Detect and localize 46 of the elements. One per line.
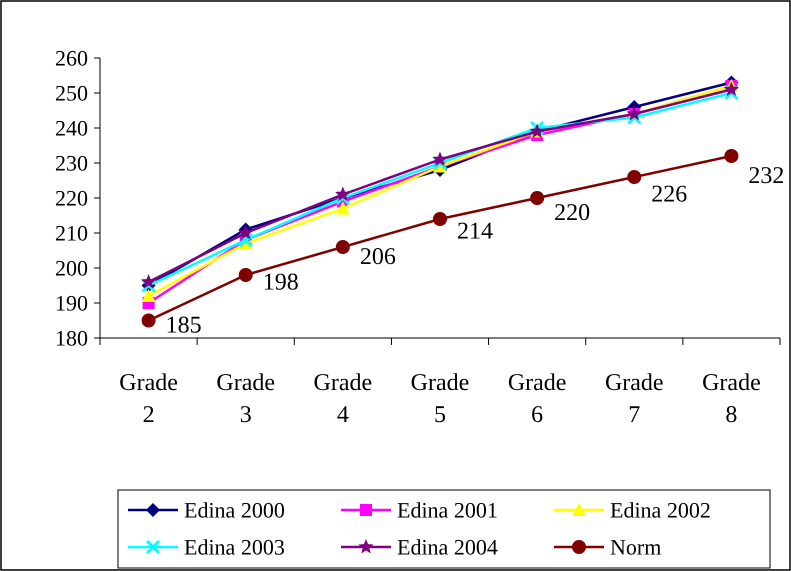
y-tick-label: 260 — [55, 46, 88, 71]
data-label: 214 — [457, 218, 493, 244]
data-label: 232 — [748, 163, 784, 189]
point — [336, 202, 350, 214]
x-tick-label: Grade 5 — [410, 370, 470, 428]
point — [140, 274, 156, 288]
point — [142, 314, 156, 328]
point — [336, 240, 350, 254]
y-tick-label: 200 — [55, 256, 88, 281]
y-tick-label: 230 — [55, 150, 88, 176]
y-tick-label: 240 — [55, 116, 88, 141]
point — [530, 120, 545, 136]
point — [724, 86, 739, 100]
data-label: 198 — [262, 270, 299, 296]
x-tick-label: Grade 2 — [119, 370, 178, 428]
point — [238, 225, 254, 240]
data-label: 226 — [651, 182, 688, 208]
point — [724, 149, 738, 163]
x-tick-label: Grade 3 — [216, 370, 276, 428]
point — [626, 110, 642, 125]
legend-label: Edina 2000 — [184, 498, 285, 523]
y-tick-label: 190 — [55, 290, 88, 316]
x-tick-label: Grade 4 — [314, 370, 372, 428]
point — [724, 82, 740, 96]
point — [433, 212, 447, 226]
legend-label: Edina 2001 — [397, 498, 498, 523]
y-tick-label: 180 — [55, 326, 88, 351]
legend-label: Edina 2002 — [610, 498, 711, 523]
legend-label: Norm — [610, 534, 662, 560]
point — [238, 268, 253, 282]
point — [335, 186, 350, 201]
x-tick-label: Grade 8 — [702, 370, 761, 428]
y-tick-label: 250 — [55, 80, 88, 106]
point — [627, 170, 642, 184]
data-label: 185 — [166, 312, 202, 338]
x-tick-label: Grade 6 — [508, 370, 566, 428]
data-label: 206 — [360, 244, 396, 270]
y-tick-label: 220 — [55, 186, 88, 211]
y-tick-label: 210 — [55, 220, 88, 246]
legend-label: Edina 2003 — [184, 534, 285, 560]
point — [432, 156, 448, 170]
x-tick-label: Grade 7 — [604, 370, 664, 428]
point — [530, 191, 544, 205]
point — [142, 289, 156, 302]
legend-label: Edina 2004 — [397, 534, 498, 560]
data-label: 220 — [554, 200, 590, 226]
